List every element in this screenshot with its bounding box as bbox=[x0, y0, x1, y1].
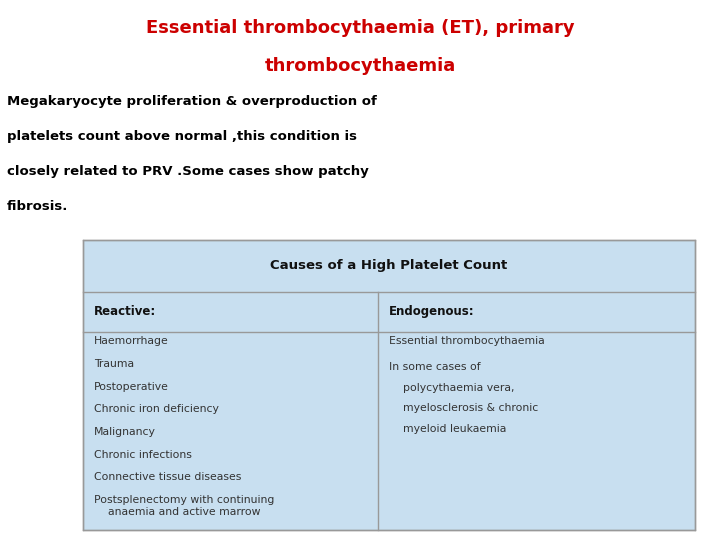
Text: Essential thrombocythaemia: Essential thrombocythaemia bbox=[389, 336, 544, 347]
Text: closely related to PRV .Some cases show patchy: closely related to PRV .Some cases show … bbox=[7, 165, 369, 178]
Text: Chronic iron deficiency: Chronic iron deficiency bbox=[94, 404, 218, 415]
Text: myeloid leukaemia: myeloid leukaemia bbox=[389, 424, 506, 434]
Text: Postoperative: Postoperative bbox=[94, 382, 168, 392]
Bar bbox=[83, 240, 695, 530]
Text: myelosclerosis & chronic: myelosclerosis & chronic bbox=[389, 403, 538, 414]
Text: Malignancy: Malignancy bbox=[94, 427, 156, 437]
Text: platelets count above normal ,this condition is: platelets count above normal ,this condi… bbox=[7, 130, 357, 143]
Text: Essential thrombocythaemia (ET), primary: Essential thrombocythaemia (ET), primary bbox=[145, 19, 575, 37]
Text: polycythaemia vera,: polycythaemia vera, bbox=[389, 383, 514, 393]
Text: fibrosis.: fibrosis. bbox=[7, 200, 68, 213]
Text: Haemorrhage: Haemorrhage bbox=[94, 336, 168, 347]
Text: Causes of a High Platelet Count: Causes of a High Platelet Count bbox=[270, 259, 508, 273]
Text: Megakaryocyte proliferation & overproduction of: Megakaryocyte proliferation & overproduc… bbox=[7, 94, 377, 107]
Text: In some cases of: In some cases of bbox=[389, 362, 480, 373]
Text: Reactive:: Reactive: bbox=[94, 305, 156, 319]
Text: Endogenous:: Endogenous: bbox=[389, 305, 474, 319]
Text: Connective tissue diseases: Connective tissue diseases bbox=[94, 472, 241, 483]
Text: Postsplenectomy with continuing
    anaemia and active marrow: Postsplenectomy with continuing anaemia … bbox=[94, 495, 274, 517]
Text: thrombocythaemia: thrombocythaemia bbox=[264, 57, 456, 75]
Text: Trauma: Trauma bbox=[94, 359, 134, 369]
Text: Chronic infections: Chronic infections bbox=[94, 450, 192, 460]
